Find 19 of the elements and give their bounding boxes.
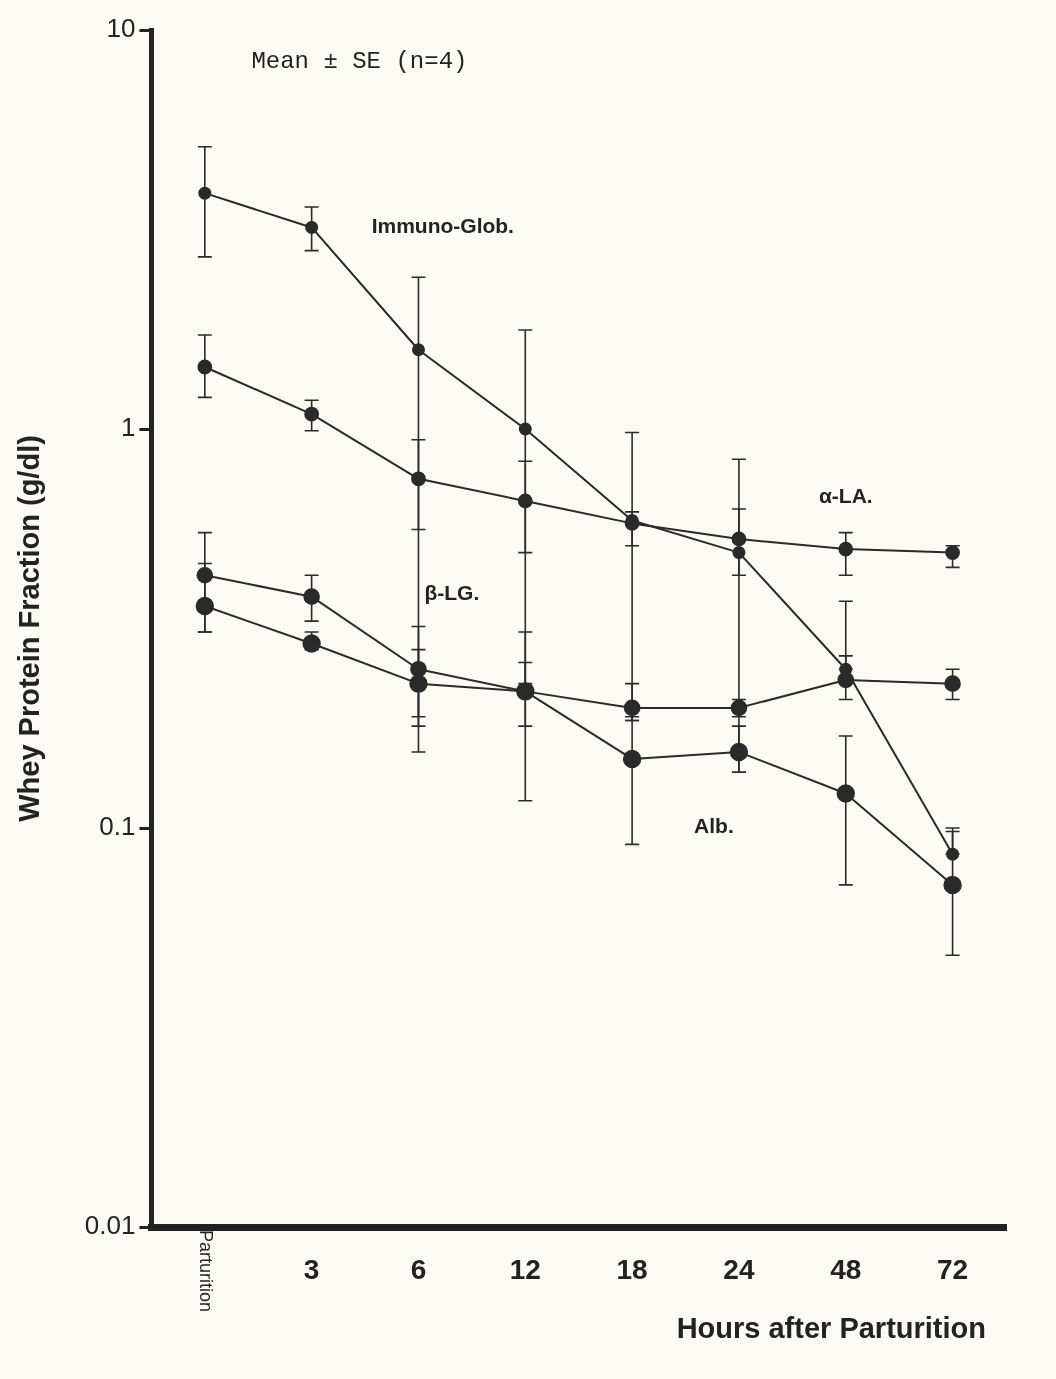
y-tick-label: 1 <box>120 412 136 443</box>
y-tick-label: 10 <box>106 13 136 44</box>
x-tick-label: 24 <box>723 1253 755 1285</box>
series-label: Immuno-Glob. <box>371 214 514 238</box>
x-tick-label: 18 <box>616 1253 648 1285</box>
x-tick-label: 12 <box>509 1253 541 1285</box>
text: β-LG. <box>424 581 480 605</box>
x-axis-title: Hours after Parturition <box>676 1311 986 1344</box>
x-tick-label: 6 <box>410 1253 427 1285</box>
x-tick-label: 3 <box>303 1253 320 1285</box>
x-tick-label: Parturition <box>195 1229 216 1313</box>
x-tick-label: 72 <box>937 1253 969 1285</box>
annotation: Mean ± SE (n=4) <box>251 48 468 76</box>
text: Alb. <box>694 813 734 837</box>
y-tick-label: 0.1 <box>99 811 136 842</box>
series-label: α-LA. <box>818 483 873 507</box>
x-tick-label: 48 <box>830 1253 862 1285</box>
y-axis-title: Whey Protein Fraction (g/dl) <box>13 435 46 822</box>
y-tick-label: 0.01 <box>84 1210 136 1241</box>
